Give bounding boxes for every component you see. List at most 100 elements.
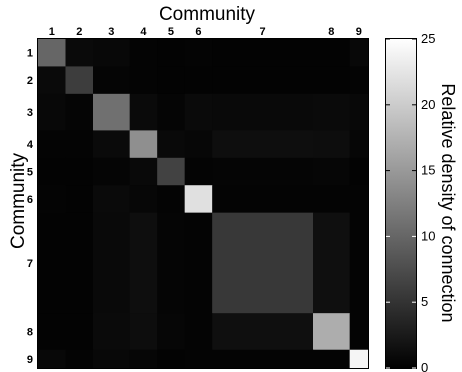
heatmap-cell (212, 157, 314, 186)
heatmap-cell (65, 349, 94, 369)
heatmap-cell (313, 212, 351, 314)
heatmap-cell (349, 66, 369, 95)
colorbar-ticks: 0 5 10 15 20 25 (386, 31, 435, 372)
heatmap-cell (349, 185, 369, 214)
heatmap-cell (129, 39, 158, 67)
heatmap-cell (38, 130, 66, 159)
colorbar-tick-label: 15 (421, 163, 435, 178)
heatmap-cell (184, 93, 213, 131)
heatmap-cell (157, 212, 186, 314)
heatmap-cell (65, 185, 94, 214)
heatmap-cell (157, 349, 186, 369)
x-tick-label: 1 (49, 26, 55, 38)
heatmap-cell (129, 349, 158, 369)
y-tick-labels: 1 2 3 4 5 6 7 8 9 (27, 48, 34, 366)
heatmap-cell (38, 349, 66, 369)
y-tick-label: 3 (27, 107, 33, 119)
heatmap-cell (93, 130, 131, 159)
heatmap-cell (212, 212, 314, 314)
heatmap-cell (184, 39, 213, 67)
heatmap-cell (184, 313, 213, 351)
heatmap-cell (313, 349, 351, 369)
colorbar (385, 38, 417, 369)
heatmap-frame (37, 38, 369, 369)
heatmap-cell (212, 66, 314, 95)
heatmap-cell (184, 185, 213, 214)
x-tick-label: 9 (356, 26, 362, 38)
heatmap-cell (129, 185, 158, 214)
x-tick-label: 2 (76, 26, 82, 38)
heatmap-cell (65, 130, 94, 159)
heatmap-cell (212, 39, 314, 67)
heatmap-cell (349, 157, 369, 186)
heatmap-cell (212, 185, 314, 214)
heatmap-cell (349, 93, 369, 131)
heatmap-cell (38, 185, 66, 214)
heatmap-cell (38, 212, 66, 314)
heatmap-cell (65, 212, 94, 314)
heatmap-cell (38, 313, 66, 351)
heatmap-cell (184, 130, 213, 159)
y-tick-label: 9 (27, 354, 33, 366)
heatmap-cell (65, 39, 94, 67)
x-tick-label: 3 (108, 26, 114, 38)
heatmap-cell (184, 349, 213, 369)
heatmap-cell (93, 349, 131, 369)
heatmap-cells (38, 39, 369, 369)
x-tick-label: 5 (168, 26, 174, 38)
heatmap-cell (313, 39, 351, 67)
heatmap-cell (212, 349, 314, 369)
heatmap-cell (184, 66, 213, 95)
y-axis-title: Community (8, 152, 29, 249)
colorbar-tick-label: 25 (421, 31, 435, 46)
heatmap-cell (129, 130, 158, 159)
heatmap-cell (157, 185, 186, 214)
heatmap-cell (157, 157, 186, 186)
heatmap-cell (313, 185, 351, 214)
heatmap-cell (349, 212, 369, 314)
x-axis-title: Community (159, 4, 256, 25)
heatmap-cell (65, 157, 94, 186)
heatmap-cell (65, 313, 94, 351)
heatmap-cell (93, 39, 131, 67)
heatmap-cell (313, 157, 351, 186)
heatmap-cell (129, 93, 158, 131)
heatmap-cell (157, 39, 186, 67)
x-tick-label: 6 (195, 26, 201, 38)
heatmap-cell (93, 212, 131, 314)
heatmap-cell (93, 185, 131, 214)
heatmap-cell (38, 93, 66, 131)
heatmap-cell (157, 130, 186, 159)
heatmap-cell (93, 93, 131, 131)
heatmap-cell (313, 93, 351, 131)
heatmap-cell (313, 130, 351, 159)
y-tick-label: 5 (27, 167, 33, 179)
heatmap-cell (349, 39, 369, 67)
y-tick-label: 8 (27, 326, 33, 338)
heatmap-cell (212, 313, 314, 351)
colorbar-tick-label: 10 (421, 228, 435, 243)
heatmap-cell (157, 93, 186, 131)
y-tick-label: 4 (27, 139, 34, 151)
heatmap-cell (349, 130, 369, 159)
heatmap-cell (129, 212, 158, 314)
heatmap-cell (212, 93, 314, 131)
y-tick-label: 7 (27, 258, 33, 270)
colorbar-tick-label: 20 (421, 97, 435, 112)
heatmap-cell (212, 130, 314, 159)
heatmap-cell (129, 157, 158, 186)
heatmap-cell (93, 313, 131, 351)
heatmap-cell (65, 93, 94, 131)
x-tick-label: 4 (140, 26, 147, 38)
y-tick-label: 1 (27, 48, 33, 60)
heatmap-cell (93, 66, 131, 95)
heatmap-cell (184, 212, 213, 314)
heatmap-cell (38, 66, 66, 95)
heatmap-cell (157, 313, 186, 351)
colorbar-tick-label: 0 (421, 360, 428, 372)
x-tick-labels: 1 2 3 4 5 6 7 8 9 (49, 26, 362, 38)
heatmap-cell (157, 66, 186, 95)
heatmap-cell (38, 157, 66, 186)
heatmap-cell (349, 313, 369, 351)
